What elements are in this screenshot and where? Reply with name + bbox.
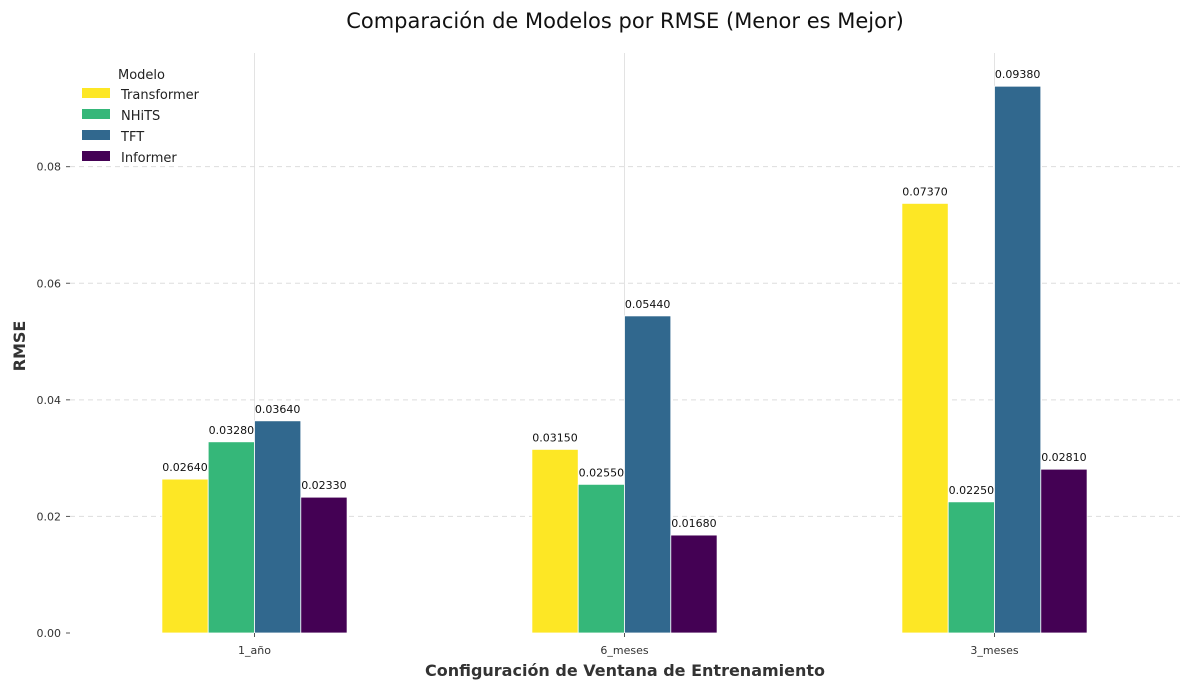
y-tick-label-0: 0.00	[37, 627, 62, 640]
bar-tft-3_meses	[994, 85, 1042, 634]
bar-value-label: 0.02550	[579, 466, 625, 479]
legend: Modelo Transformer NHiTS TFT Informer	[82, 68, 200, 166]
bar-value-label: 0.02330	[301, 479, 347, 492]
legend-title: Modelo	[118, 68, 165, 83]
bar-informer-3_meses	[1040, 468, 1088, 634]
x-tick-label-0: 1_año	[238, 644, 271, 657]
bar-value-label: 0.02640	[162, 461, 208, 474]
y-tick-label-1: 0.02	[37, 510, 62, 523]
bar-transformer-3_meses	[901, 202, 949, 634]
y-tick-label-4: 0.08	[37, 161, 62, 174]
x-tick-label-1: 6_meses	[600, 644, 648, 657]
legend-label-transformer: Transformer	[120, 88, 200, 103]
legend-swatch-nhits	[82, 109, 110, 119]
bar-value-label: 0.03150	[532, 431, 578, 444]
x-axis-ticks: 1_año 6_meses 3_meses	[238, 633, 1019, 657]
bar-tft-6_meses	[624, 315, 672, 634]
bar-value-label: 0.02250	[949, 484, 995, 497]
bar-informer-6_meses	[670, 534, 718, 634]
bars	[161, 85, 1088, 634]
bar-value-label: 0.07370	[902, 185, 948, 198]
bar-transformer-6_meses	[531, 448, 579, 634]
bar-nhits-1_año	[207, 441, 255, 634]
bar-value-label: 0.02810	[1041, 451, 1087, 464]
bar-value-label: 0.05440	[625, 298, 671, 311]
y-tick-label-3: 0.06	[37, 277, 62, 290]
legend-swatch-tft	[82, 130, 110, 140]
x-tick-label-2: 3_meses	[970, 644, 1018, 657]
y-axis-ticks: 0.00 0.02 0.04 0.06 0.08	[37, 161, 70, 640]
bar-value-label: 0.03280	[209, 424, 255, 437]
legend-swatch-informer	[82, 151, 110, 161]
y-tick-label-2: 0.04	[37, 394, 62, 407]
bar-transformer-1_año	[161, 478, 209, 634]
legend-label-informer: Informer	[121, 151, 177, 166]
y-axis-title: RMSE	[10, 321, 29, 372]
chart-title: Comparación de Modelos por RMSE (Menor e…	[346, 9, 904, 33]
bar-labels: 0.02640 0.03150 0.07370 0.03280 0.02550 0.022…	[162, 68, 1086, 530]
x-axis-title: Configuración de Ventana de Entrenamient…	[425, 661, 825, 680]
legend-label-nhits: NHiTS	[121, 109, 160, 124]
legend-label-tft: TFT	[120, 130, 144, 145]
bar-nhits-3_meses	[947, 501, 995, 634]
bar-value-label: 0.01680	[671, 517, 717, 530]
bar-value-label: 0.09380	[995, 68, 1041, 81]
bar-value-label: 0.03640	[255, 403, 301, 416]
bar-tft-1_año	[254, 420, 302, 634]
legend-swatch-transformer	[82, 88, 110, 98]
bar-nhits-6_meses	[577, 483, 625, 634]
bar-informer-1_año	[300, 496, 348, 634]
